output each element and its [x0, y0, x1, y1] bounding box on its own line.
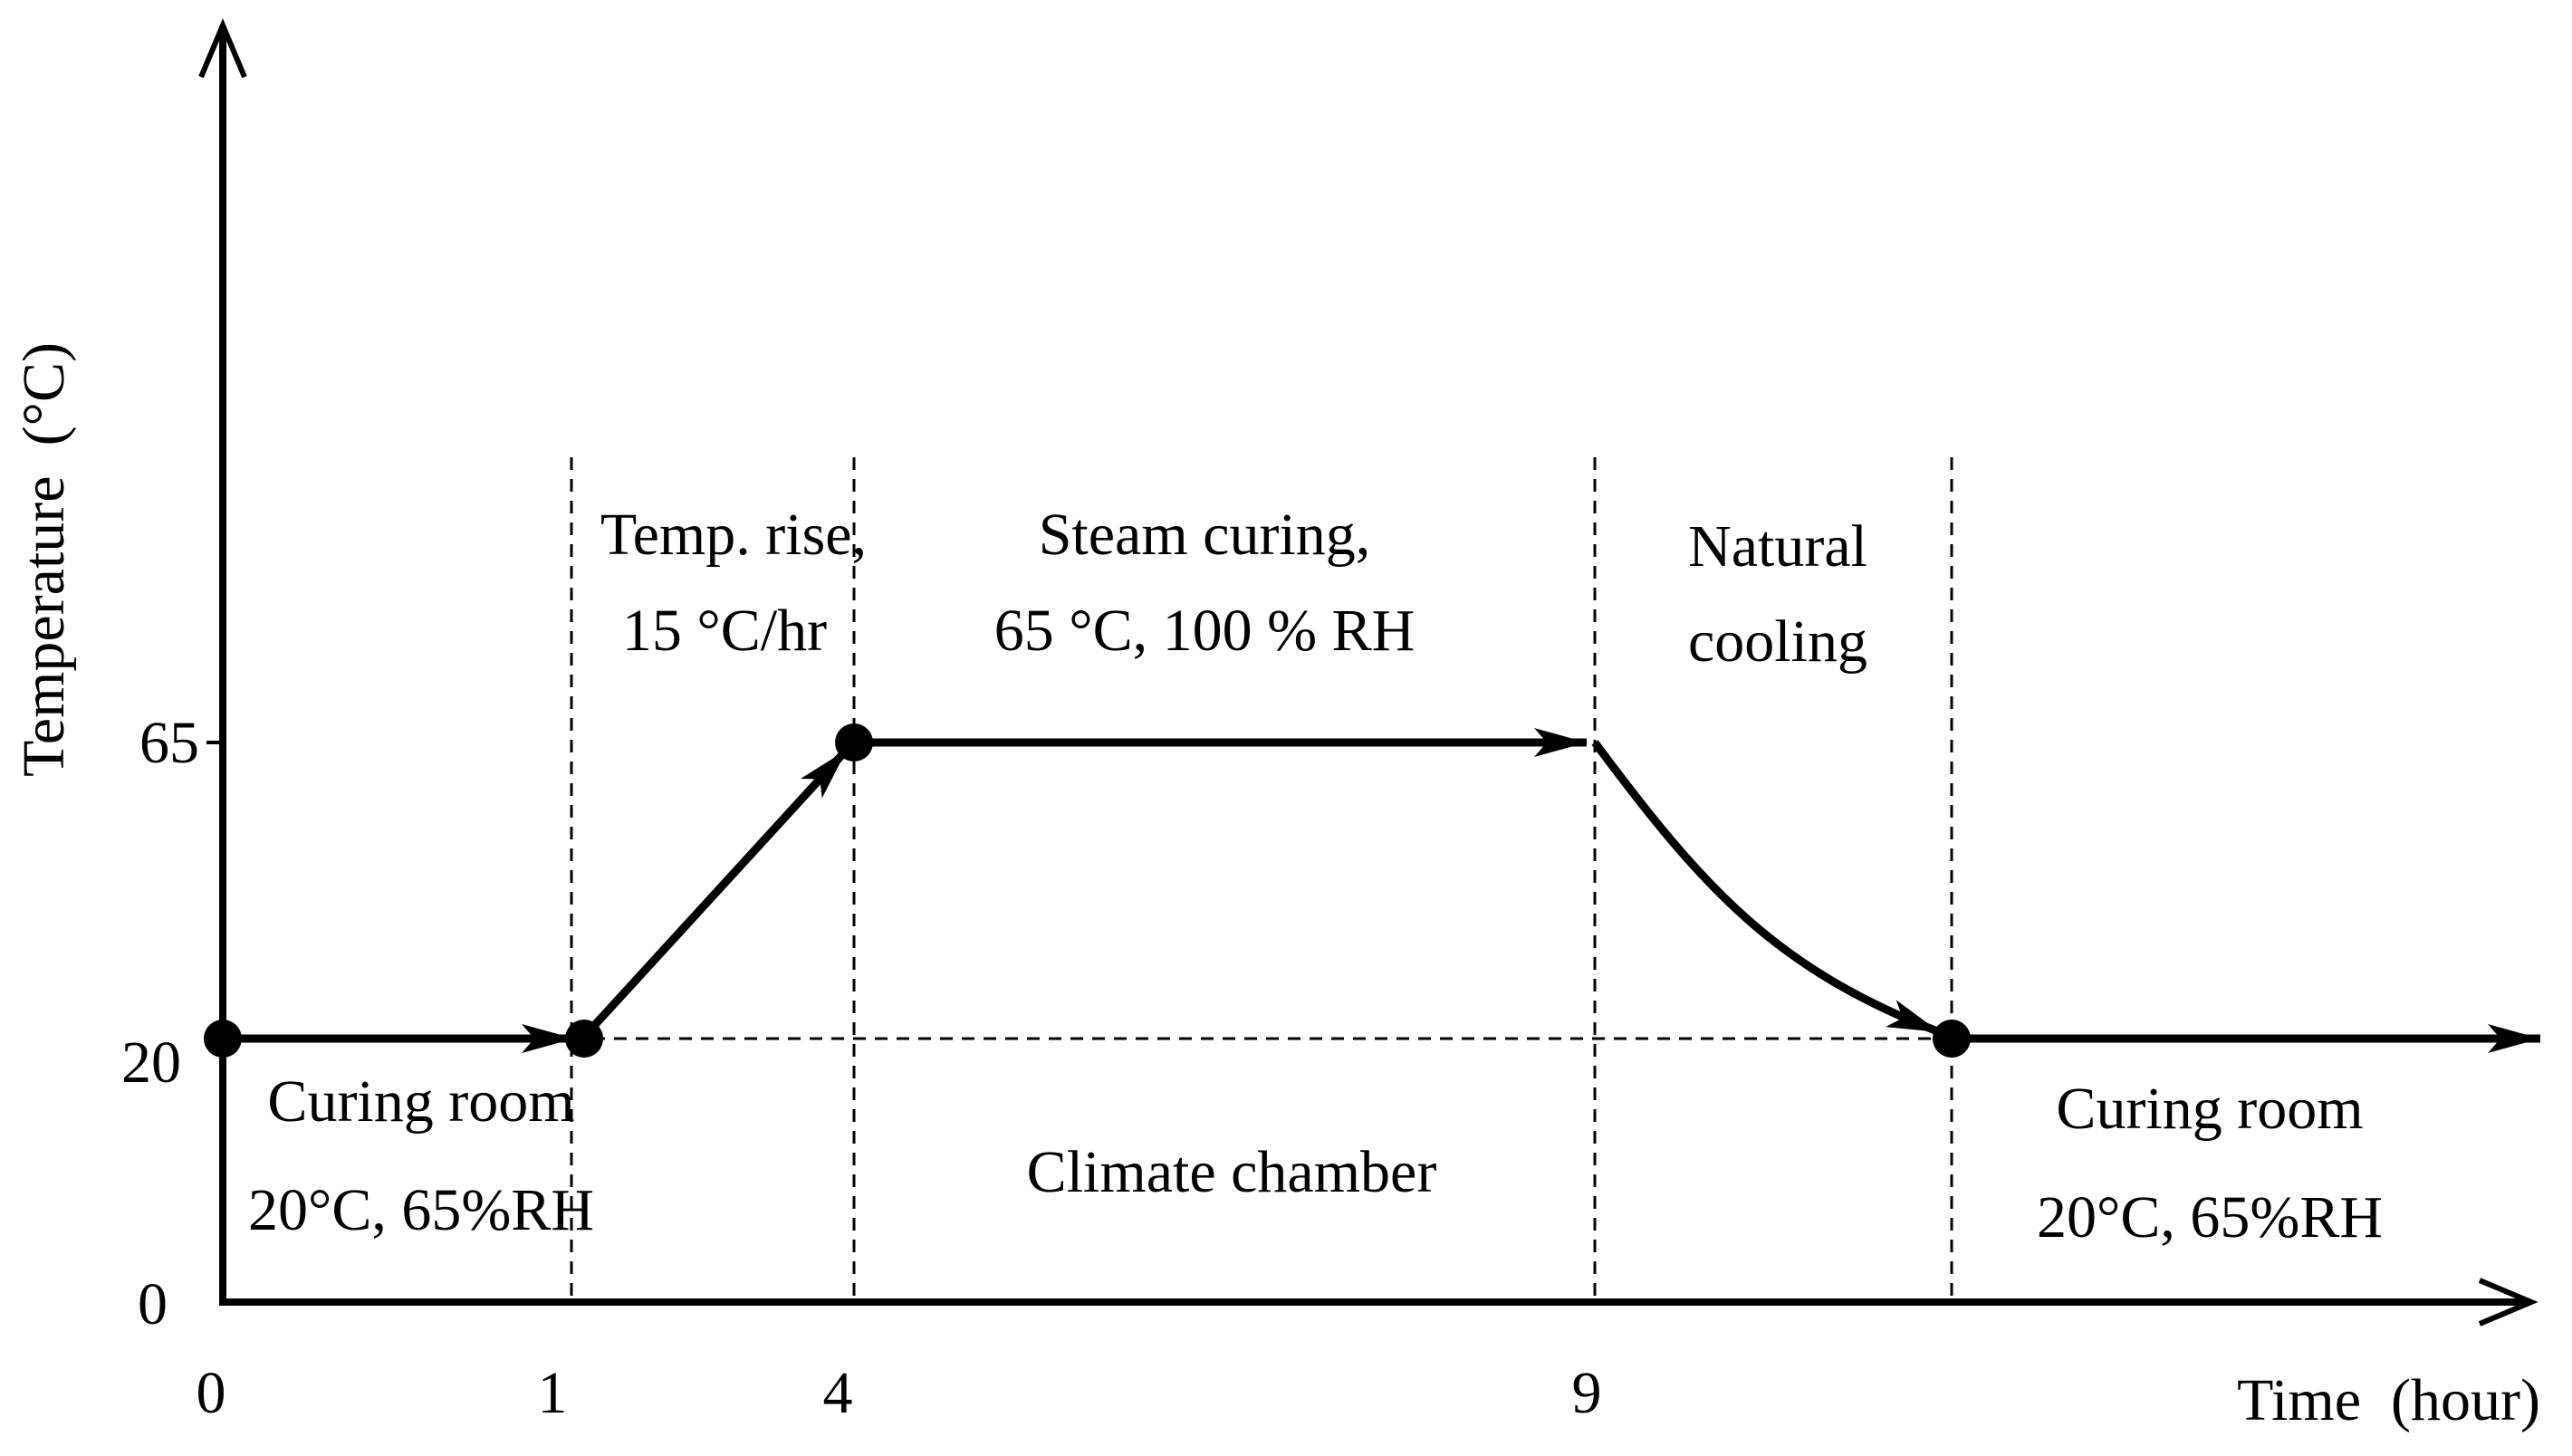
steam-curing-line1: Steam curing, — [1039, 502, 1371, 568]
curve-points — [204, 723, 1971, 1058]
x-axis-title: Time (hour) — [2237, 1367, 2540, 1433]
temp-rise-line2: 15 °C/hr — [622, 598, 827, 664]
natural-cooling-line2: cooling — [1688, 608, 1867, 675]
stage-annotations: Curing room 20°C, 65%RH Temp. rise, 15 °… — [248, 502, 2383, 1250]
point-t4 — [835, 723, 873, 762]
y-tick-labels: 0 20 65 — [121, 710, 199, 1337]
curing-room-end-line1: Curing room — [2056, 1076, 2363, 1142]
y-axis-title: Temperature (°C) — [11, 342, 77, 777]
segment-natural-cooling — [1591, 740, 1942, 1037]
segment-temp-rise — [579, 746, 850, 1042]
point-start — [204, 1020, 242, 1058]
curing-room-start-line1: Curing room — [267, 1068, 574, 1135]
point-end — [1933, 1020, 1971, 1058]
x-tick-label: 4 — [823, 1360, 853, 1426]
curing-room-end-line2: 20°C, 65%RH — [2037, 1184, 2383, 1250]
x-tick-label: 1 — [538, 1360, 568, 1426]
steam-curing-line2: 65 °C, 100 % RH — [994, 598, 1416, 664]
temp-rise-line1: Temp. rise, — [600, 502, 867, 568]
y-tick-label: 20 — [121, 1030, 181, 1096]
natural-cooling-line1: Natural — [1688, 513, 1867, 580]
point-t1 — [565, 1020, 603, 1058]
curing-room-start-line2: 20°C, 65%RH — [248, 1177, 594, 1243]
temperature-curve — [223, 728, 2540, 1053]
x-tick-labels: 0 1 4 9 — [197, 1360, 1602, 1426]
x-tick-label: 9 — [1572, 1360, 1602, 1426]
y-tick-label: 65 — [139, 710, 199, 776]
y-axis-arrowhead — [198, 18, 247, 79]
x-axis-arrowhead — [2478, 1278, 2538, 1327]
axes — [198, 18, 2538, 1327]
x-tick-label: 0 — [197, 1360, 226, 1426]
y-tick-label: 0 — [138, 1271, 168, 1337]
climate-chamber-label: Climate chamber — [1027, 1139, 1437, 1205]
